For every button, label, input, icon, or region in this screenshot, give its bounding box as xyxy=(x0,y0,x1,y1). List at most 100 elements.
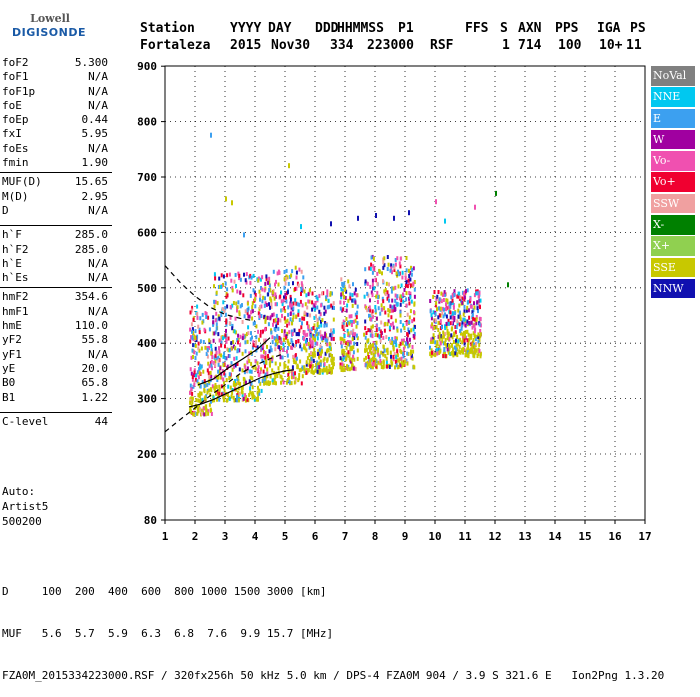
echo-point xyxy=(387,313,390,318)
echo-point xyxy=(394,298,397,303)
echo-point xyxy=(399,313,402,318)
echo-point xyxy=(400,298,403,303)
echo-point xyxy=(354,300,357,305)
echo-point xyxy=(267,354,269,358)
echo-point xyxy=(201,320,204,325)
echo-point xyxy=(399,341,402,346)
echo-point xyxy=(213,299,216,304)
echo-point xyxy=(314,341,317,346)
echo-point xyxy=(385,360,388,365)
echo-point xyxy=(203,388,206,393)
echo-point xyxy=(379,329,382,334)
echo-point xyxy=(244,365,247,370)
param-name: h`E xyxy=(2,256,22,270)
echo-point xyxy=(444,351,447,356)
echo-point xyxy=(364,267,367,272)
echo-point xyxy=(363,332,366,337)
echo-point xyxy=(307,292,310,297)
echo-point xyxy=(197,393,200,398)
echo-point xyxy=(446,328,449,333)
echo-point xyxy=(223,371,226,376)
echo-point xyxy=(369,266,372,271)
echo-point xyxy=(475,342,478,346)
param-row: foEs N/A xyxy=(0,142,112,156)
echo-point xyxy=(246,360,249,365)
echo-point xyxy=(287,359,290,364)
echo-point xyxy=(378,334,381,339)
echo-point xyxy=(369,363,372,368)
echo-point xyxy=(191,396,194,401)
echo-point xyxy=(271,368,274,373)
echo-point xyxy=(297,332,300,337)
echo-point xyxy=(264,317,267,322)
echo-point xyxy=(391,361,394,366)
echo-point xyxy=(190,387,193,392)
echo-point xyxy=(230,346,233,351)
echo-point xyxy=(410,353,413,358)
echo-point xyxy=(278,339,281,343)
echo-point xyxy=(291,321,293,326)
echo-point xyxy=(396,294,399,299)
echo-point xyxy=(236,289,239,294)
echo-point xyxy=(277,338,280,343)
echo-point xyxy=(393,215,395,221)
echo-point xyxy=(285,274,288,279)
echo-point xyxy=(274,342,277,347)
echo-point xyxy=(354,312,357,317)
echo-point xyxy=(453,289,456,294)
echo-point xyxy=(471,310,474,315)
echo-point xyxy=(446,342,449,347)
echo-point xyxy=(453,318,456,323)
echo-point xyxy=(215,350,218,355)
echo-point xyxy=(311,370,314,375)
echo-point xyxy=(439,341,442,346)
echo-point xyxy=(311,366,314,371)
echo-point xyxy=(225,318,228,323)
echo-point xyxy=(195,351,198,356)
echo-point xyxy=(295,340,298,344)
echo-point xyxy=(274,347,277,352)
echo-point xyxy=(270,328,272,333)
echo-point xyxy=(192,317,195,322)
echo-point xyxy=(285,276,288,281)
echo-point xyxy=(325,366,328,371)
echo-point xyxy=(280,290,283,295)
echo-point xyxy=(353,357,356,362)
echo-point xyxy=(396,256,399,261)
echo-point xyxy=(269,359,272,364)
echo-point xyxy=(456,353,459,358)
echo-point xyxy=(293,344,296,349)
echo-point xyxy=(461,332,464,337)
echo-point xyxy=(319,367,322,372)
echo-point xyxy=(342,348,345,353)
echo-point xyxy=(389,350,392,355)
echo-point xyxy=(365,305,368,310)
legend-item-w: W xyxy=(651,129,695,150)
echo-point xyxy=(191,329,193,334)
echo-point xyxy=(227,348,230,353)
echo-point xyxy=(478,322,481,327)
echo-point xyxy=(458,322,461,327)
echo-point xyxy=(251,301,254,306)
echo-point xyxy=(261,346,264,350)
echo-point xyxy=(435,199,437,205)
echo-point xyxy=(274,294,277,299)
echo-point xyxy=(464,353,467,358)
echo-point xyxy=(304,339,307,344)
echo-point xyxy=(218,369,221,374)
echo-point xyxy=(436,294,439,299)
echo-point xyxy=(377,306,380,311)
echo-point xyxy=(218,346,220,351)
echo-point xyxy=(477,335,480,340)
echo-point xyxy=(233,329,236,334)
echo-point xyxy=(292,375,295,380)
echo-point xyxy=(267,356,270,361)
echo-point xyxy=(453,316,456,320)
echo-point xyxy=(476,291,479,296)
y-tick-label: 300 xyxy=(137,393,157,406)
echo-point xyxy=(357,215,359,221)
echo-point xyxy=(292,306,295,311)
echo-point xyxy=(441,311,444,316)
echo-point xyxy=(257,385,259,390)
echo-point xyxy=(271,340,274,345)
